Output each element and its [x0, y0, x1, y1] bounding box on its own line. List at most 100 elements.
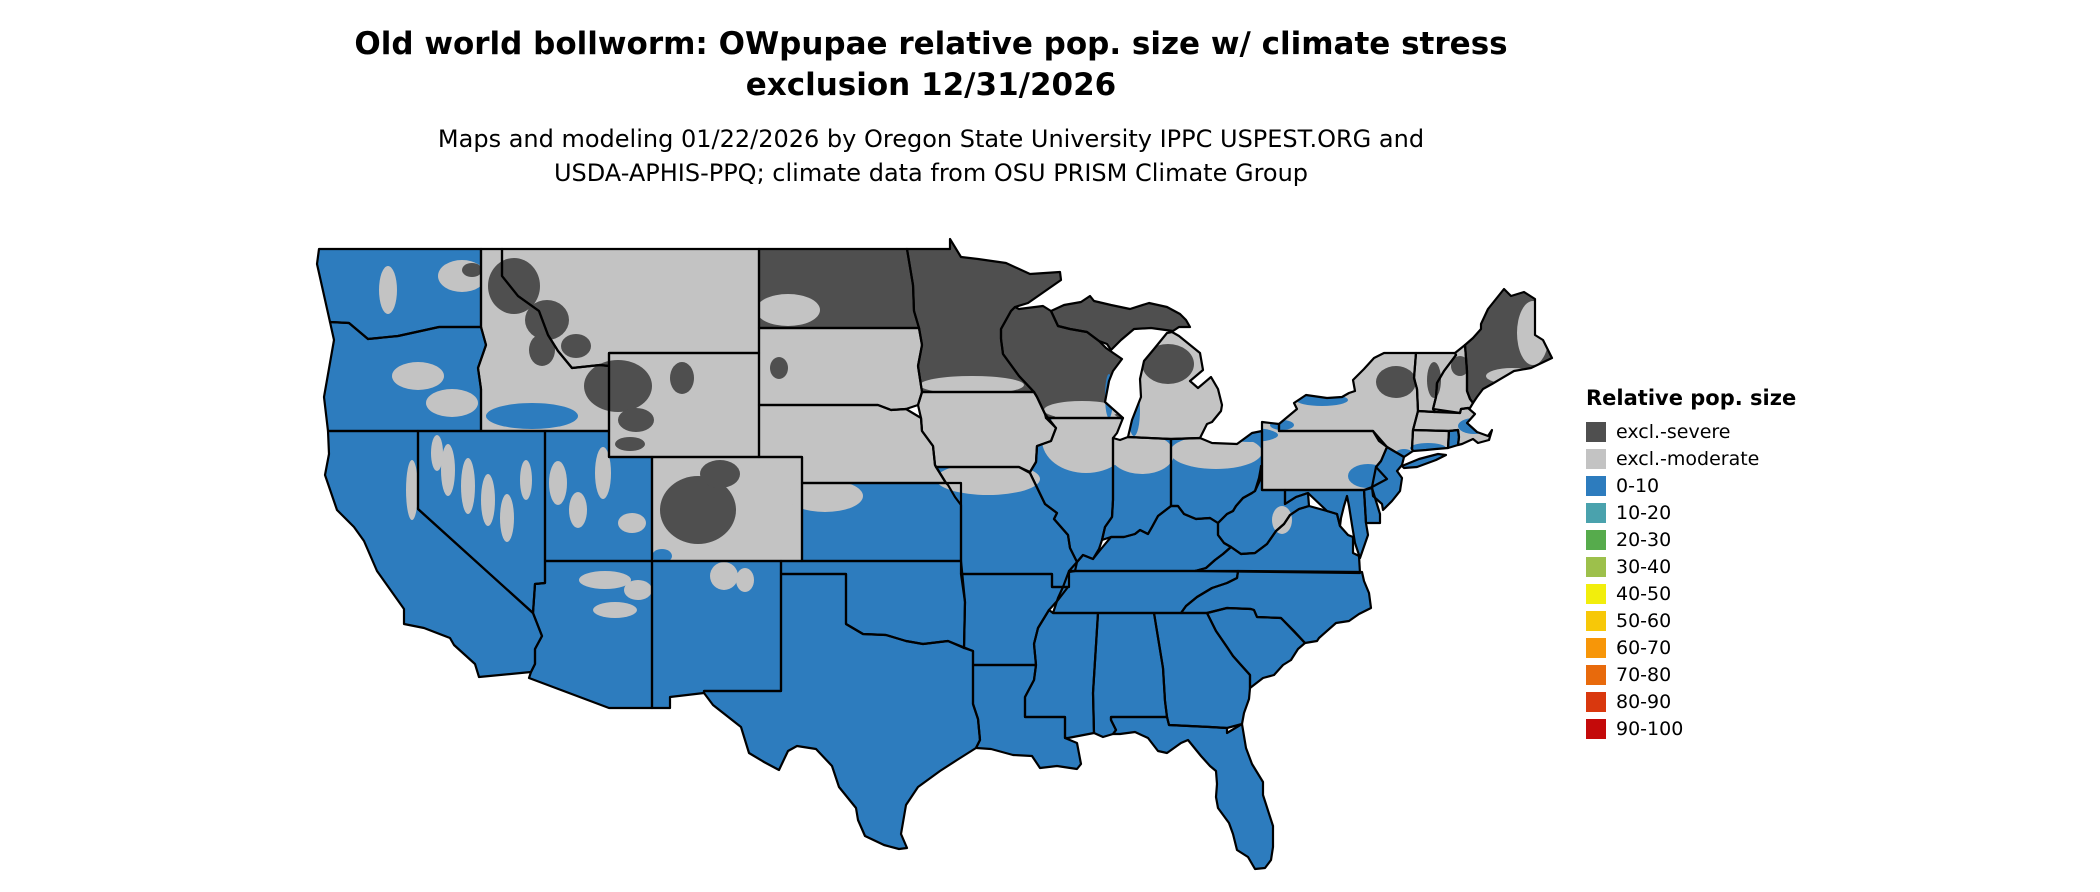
raster-patch-moderate — [481, 474, 495, 526]
state-border-SC — [1205, 606, 1307, 690]
state-RI — [1448, 430, 1459, 448]
legend-item: 40-50 — [1586, 584, 1796, 604]
legend: Relative pop. size excl.-severe excl.-mod… — [1586, 386, 1796, 746]
state-WV — [1218, 466, 1309, 554]
legend-label: 60-70 — [1616, 637, 1672, 659]
raster-patch-moderate — [549, 461, 567, 505]
legend-item: 10-20 — [1586, 503, 1796, 523]
us-map — [315, 237, 1554, 871]
legend-label: excl.-moderate — [1616, 448, 1760, 470]
raster-patch-low — [1348, 464, 1388, 488]
legend-item: 80-90 — [1586, 692, 1796, 712]
raster-patch-moderate — [1044, 401, 1120, 419]
state-border-IN — [1100, 435, 1173, 542]
raster-patch-moderate — [624, 580, 652, 600]
legend-swatch — [1586, 449, 1606, 469]
state-border-FL — [1109, 715, 1275, 871]
legend-item: 30-40 — [1586, 557, 1796, 577]
state-NE — [759, 405, 946, 483]
raster-patch-moderate — [579, 571, 631, 589]
legend-item: 60-70 — [1586, 638, 1796, 658]
state-GA — [1154, 613, 1250, 728]
legend-item: excl.-severe — [1586, 422, 1796, 442]
legend-label: 40-50 — [1616, 583, 1672, 605]
state-MD — [1285, 490, 1368, 558]
state-border-WI — [999, 304, 1125, 420]
legend-item: 20-30 — [1586, 530, 1796, 550]
raster-patch-severe — [700, 460, 740, 488]
legend-item: 0-10 — [1586, 476, 1796, 496]
state-border-MI_L — [1126, 330, 1224, 441]
map-container — [300, 228, 1560, 888]
map-subtitle-line1: Maps and modeling 01/22/2026 by Oregon S… — [437, 125, 1425, 153]
legend-label: 0-10 — [1616, 475, 1660, 497]
state-FL — [1111, 717, 1273, 869]
state-IA — [918, 392, 1056, 472]
raster-patch-moderate — [756, 294, 820, 326]
state-CA — [325, 431, 542, 677]
legend-swatch — [1586, 611, 1606, 631]
state-border-MD — [1283, 488, 1370, 560]
state-KY — [1069, 506, 1231, 571]
state-AZ — [529, 561, 652, 708]
legend-label: 50-60 — [1616, 610, 1672, 632]
map-subtitle: Maps and modeling 01/22/2026 by Oregon S… — [0, 122, 1862, 190]
legend-swatch — [1586, 665, 1606, 685]
state-OK — [781, 561, 965, 648]
raster-patch-severe — [462, 263, 482, 277]
state-MA — [1413, 408, 1492, 445]
raster-patch-severe — [670, 362, 694, 394]
state-AL — [1093, 613, 1167, 737]
state-NC — [1181, 571, 1371, 643]
legend-swatch — [1586, 503, 1606, 523]
raster-patch-moderate — [593, 602, 637, 618]
raster-patch-moderate — [736, 568, 754, 592]
raster-patch-moderate — [438, 260, 486, 292]
legend-label: 10-20 — [1616, 502, 1672, 524]
state-SD — [759, 328, 922, 410]
raster-patch-severe — [529, 334, 555, 366]
legend-label: 30-40 — [1616, 556, 1672, 578]
map-title-line2: exclusion 12/31/2026 — [745, 67, 1117, 103]
legend-item: excl.-moderate — [1586, 449, 1796, 469]
raster-patch-moderate — [710, 562, 738, 590]
legend-swatch — [1586, 422, 1606, 442]
state-MO — [936, 467, 1077, 587]
raster-patch-moderate — [618, 513, 646, 533]
raster-patch-low — [486, 403, 578, 429]
legend-label: 70-80 — [1616, 664, 1672, 686]
raster-patch-moderate — [595, 447, 611, 499]
legend-items: excl.-severe excl.-moderate 0-10 10-20 20-30… — [1586, 422, 1796, 739]
state-TN — [1053, 571, 1238, 613]
state-NM — [652, 561, 781, 708]
raster-patch-severe — [1451, 356, 1469, 376]
state-MI_U — [1051, 296, 1190, 350]
state-VA — [1195, 506, 1360, 573]
raster-patch-severe — [1142, 344, 1194, 384]
state-MS — [1025, 610, 1098, 738]
raster-patch-severe — [615, 437, 645, 451]
raster-patch-moderate — [1517, 301, 1549, 365]
raster-patch-moderate — [1110, 434, 1174, 474]
raster-patch-severe — [584, 360, 652, 412]
state-AR — [961, 574, 1068, 665]
legend-item: 90-100 — [1586, 719, 1796, 739]
legend-swatch — [1586, 638, 1606, 658]
legend-swatch — [1586, 476, 1606, 496]
state-border-ME — [1463, 287, 1554, 405]
raster-patch-moderate — [441, 444, 455, 496]
raster-patch-moderate — [392, 362, 444, 390]
raster-patch-moderate — [1486, 368, 1538, 384]
legend-swatch — [1586, 692, 1606, 712]
raster-patch-severe — [618, 408, 654, 432]
raster-patch-moderate — [920, 376, 1024, 394]
state-border-MI_U — [1049, 294, 1192, 352]
raster-patch-moderate — [520, 460, 532, 500]
raster-patch-moderate — [431, 435, 443, 471]
legend-swatch — [1586, 557, 1606, 577]
raster-patch-severe — [660, 476, 736, 544]
legend-title: Relative pop. size — [1586, 386, 1797, 410]
raster-patch-moderate — [500, 494, 514, 542]
legend-item: 70-80 — [1586, 665, 1796, 685]
